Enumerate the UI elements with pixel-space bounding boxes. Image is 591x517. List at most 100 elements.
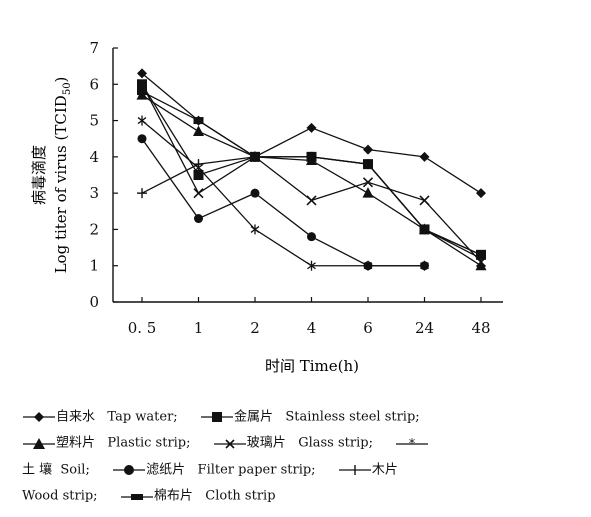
- y-tick-label: 2: [89, 220, 99, 238]
- legend-label-cn: 木片: [371, 462, 398, 477]
- svg-text:*: *: [409, 437, 416, 451]
- legend-x-marker-icon: [213, 438, 246, 449]
- legend-label-en: Soil;: [60, 462, 90, 477]
- y-tick-label: 6: [89, 75, 99, 93]
- series-line-wood: [141, 156, 482, 260]
- series-line-steel: [141, 83, 482, 256]
- triangle-marker: [193, 125, 204, 136]
- legend-label-en: Filter paper strip;: [197, 462, 316, 477]
- diamond-marker: [137, 68, 147, 79]
- legend-entry-tap-water: 自来水 Tap water;: [22, 409, 182, 425]
- diamond-marker: [476, 188, 486, 199]
- x-tick-label: 1: [194, 319, 204, 337]
- star-marker-stroke: [137, 117, 147, 125]
- rect-marker: [476, 251, 486, 259]
- x-marker-stroke: [193, 188, 204, 199]
- legend-label-cn: 土 壤: [22, 462, 53, 477]
- legend-plus-marker-icon: [338, 465, 371, 475]
- y-axis-label-close: ): [52, 77, 70, 83]
- legend: 自来水 Tap water; 金属片 Stainless steel strip…: [22, 404, 582, 510]
- series-line-filter: [141, 138, 425, 267]
- diamond-marker: [419, 151, 430, 162]
- rect-marker: [419, 225, 430, 233]
- x-marker-stroke: [136, 79, 148, 90]
- triangle-marker: [475, 259, 487, 271]
- legend-entry-wood: Wood strip;: [22, 489, 102, 504]
- legend-label-cn: 塑料片: [56, 435, 96, 451]
- legend-label-en: Tap water;: [107, 409, 178, 424]
- legend-row-3: 土 壤 Soil; 滤纸片 Filter paper strip; 木片: [22, 457, 582, 484]
- y-tick-label: 0: [89, 293, 99, 311]
- circle-marker: [137, 134, 147, 144]
- y-axis-label-english: Log titer of virus (TCID50): [52, 77, 73, 274]
- rect-marker: [193, 117, 204, 125]
- legend-entry-plastic: 塑料片 Plastic strip;: [22, 436, 195, 451]
- legend-label-cn: 金属片: [233, 409, 273, 424]
- x-marker-stroke: [419, 195, 430, 206]
- x-tick-label: 48: [471, 319, 490, 337]
- rect-marker: [306, 153, 317, 161]
- legend-entry-soil-marker: *: [395, 436, 429, 451]
- circle-marker: [194, 214, 203, 224]
- series-cloth: [137, 88, 486, 259]
- y-tick-label: 7: [89, 39, 99, 57]
- series-tap: [137, 68, 486, 199]
- diamond-marker: [363, 144, 373, 155]
- square-marker: [193, 170, 204, 180]
- legend-row-4: Wood strip; 棉布片 Cloth strip: [22, 484, 582, 511]
- legend-entry-filter-paper: 滤纸片 Filter paper strip;: [112, 462, 320, 478]
- legend-triangle-marker-icon: [23, 437, 55, 449]
- x-tick-label: 0. 5: [128, 319, 157, 337]
- legend-label-cn: 滤纸片: [146, 462, 186, 477]
- rect-marker: [250, 153, 260, 161]
- legend-entry-cloth: 棉布片 Cloth strip: [120, 489, 276, 504]
- series-filter: [137, 134, 429, 271]
- diamond-marker: [306, 122, 317, 133]
- legend-label-cn: 自来水: [56, 409, 96, 424]
- legend-label-en: Plastic strip;: [107, 435, 191, 451]
- legend-circle-marker-icon: [113, 465, 146, 475]
- y-axis-label-main: Log titer of virus (TCID: [52, 95, 70, 273]
- x-tick-label: 24: [415, 319, 434, 337]
- x-axis-label: 时间 Time(h): [265, 357, 359, 375]
- legend-entry-stainless-steel: 金属片 Stainless steel strip;: [200, 409, 420, 425]
- series-line-tap: [141, 72, 482, 194]
- legend-label-en: Cloth strip: [205, 488, 276, 504]
- legend-label-cn: 棉布片: [153, 488, 193, 504]
- x-tick-label: 4: [307, 319, 317, 337]
- legend-row-2: 塑料片 Plastic strip; 玻璃片 Glass strip; *: [22, 431, 582, 458]
- legend-label-en: Wood strip;: [22, 488, 98, 504]
- triangle-marker: [362, 187, 374, 198]
- x-marker-stroke: [362, 177, 374, 188]
- legend-row-1: 自来水 Tap water; 金属片 Stainless steel strip…: [22, 404, 582, 431]
- legend-entry-wood-marker: 木片: [338, 462, 398, 478]
- circle-marker: [250, 188, 260, 198]
- legend-label-en: Glass strip;: [298, 435, 373, 451]
- legend-star-marker-icon: *: [396, 437, 429, 451]
- circle-marker: [307, 232, 316, 242]
- y-axis-label-subscript: 50: [62, 82, 73, 95]
- legend-label-cn: 玻璃片: [246, 435, 286, 451]
- legend-rect-marker-icon: [120, 493, 153, 500]
- circle-marker: [420, 261, 429, 271]
- series-soil: [137, 115, 429, 271]
- legend-label-en: Stainless steel strip;: [285, 409, 420, 424]
- y-tick-label: 4: [89, 148, 99, 166]
- legend-entry-soil: 土 壤 Soil;: [22, 462, 94, 478]
- y-axis-label-chinese: 病毒滴度: [30, 145, 48, 205]
- x-tick-label: 2: [250, 319, 260, 337]
- circle-marker: [363, 261, 373, 271]
- rect-marker: [137, 88, 147, 96]
- star-marker-stroke: [250, 225, 260, 233]
- y-tick-label: 1: [89, 257, 99, 275]
- series-layer: [136, 68, 487, 271]
- legend-diamond-marker-icon: [23, 412, 55, 422]
- y-tick-label: 3: [89, 184, 99, 202]
- x-marker-stroke: [306, 195, 317, 206]
- y-tick-label: 5: [89, 112, 99, 130]
- star-marker-stroke: [307, 262, 316, 270]
- series-glass: [136, 79, 487, 268]
- rect-marker: [363, 160, 373, 168]
